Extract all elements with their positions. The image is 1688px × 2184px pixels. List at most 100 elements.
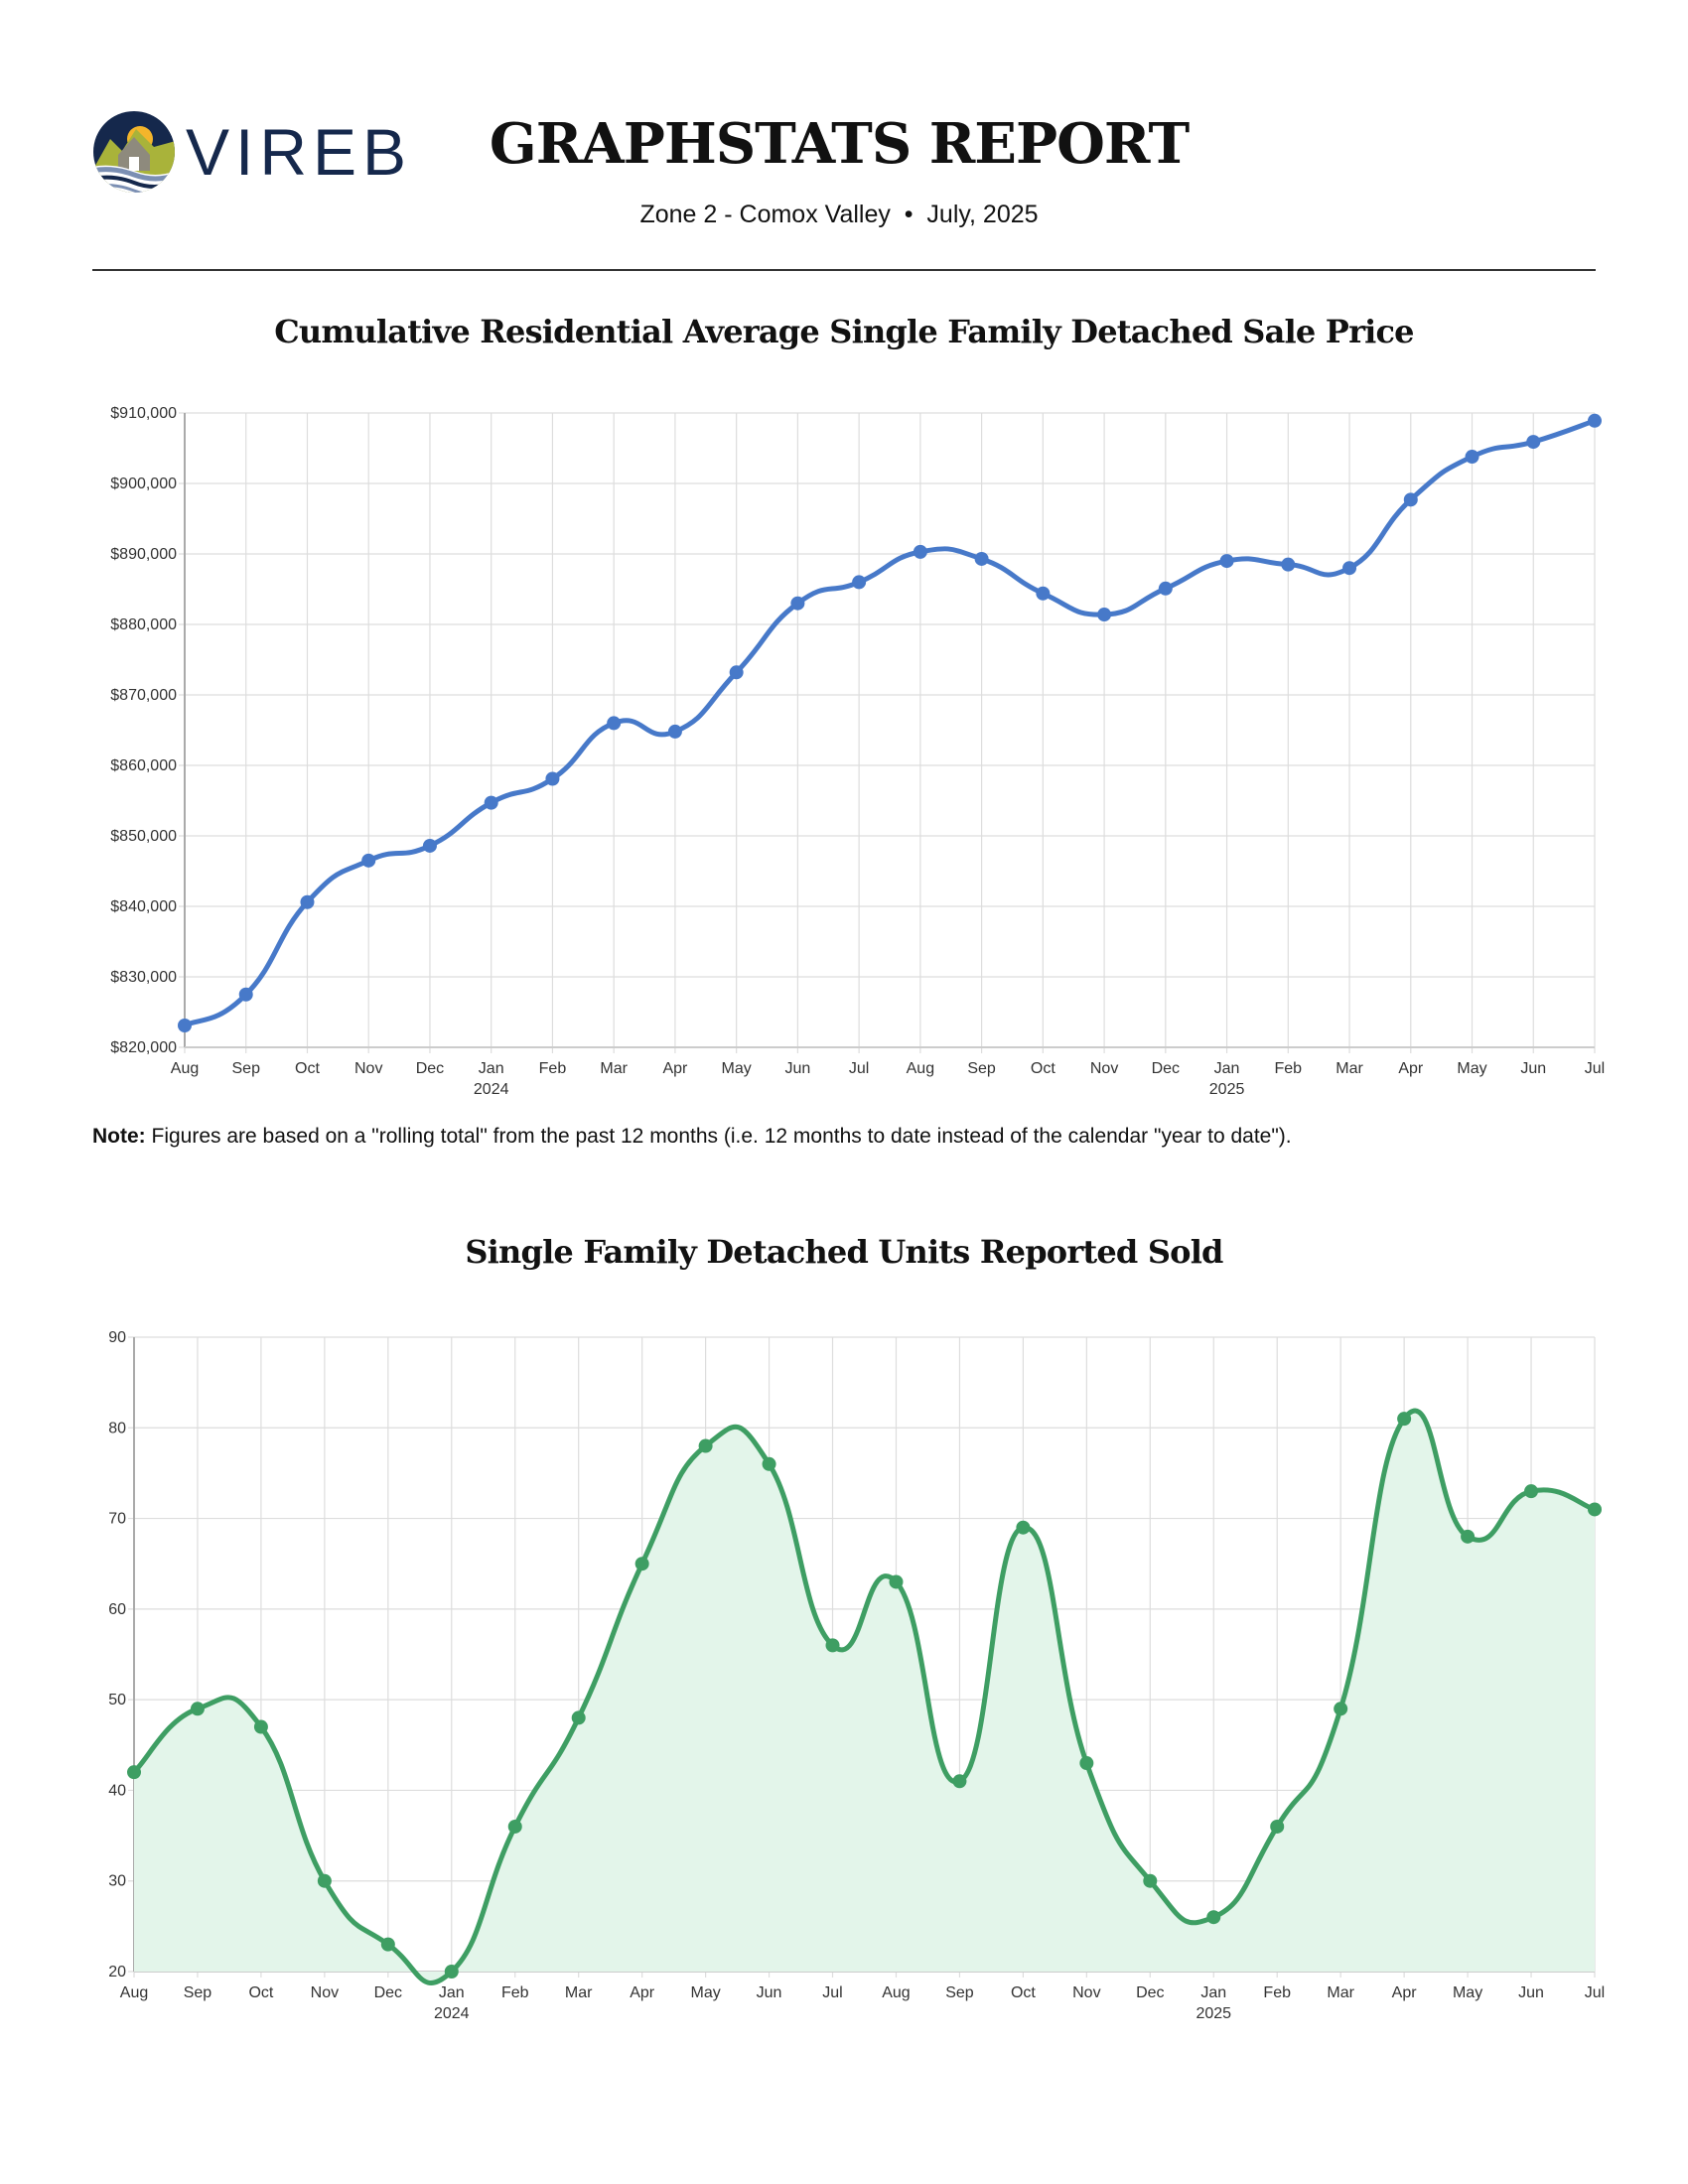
x-year-label: 2024 (434, 2005, 470, 2022)
data-point (952, 1774, 967, 1789)
header-divider (92, 269, 1596, 271)
data-point (190, 1702, 205, 1716)
x-tick-label: Apr (1398, 1060, 1424, 1077)
chart-title-units: Single Family Detached Units Reported So… (465, 1233, 1223, 1271)
data-point (667, 724, 682, 739)
data-point (1342, 561, 1357, 576)
x-tick-label: Jun (1518, 1984, 1544, 2001)
y-tick-label: $840,000 (110, 898, 177, 915)
data-point (1143, 1873, 1158, 1888)
y-tick-label: 70 (108, 1511, 126, 1528)
x-tick-label: Oct (248, 1984, 273, 2001)
x-tick-label: Jan (1214, 1060, 1240, 1077)
x-tick-label: Jun (784, 1060, 810, 1077)
data-point (889, 1574, 904, 1589)
data-point (1206, 1910, 1221, 1925)
y-tick-label: 40 (108, 1782, 126, 1799)
x-tick-label: May (722, 1060, 752, 1077)
x-tick-label: Mar (600, 1060, 628, 1077)
data-point (1270, 1819, 1285, 1834)
data-point (729, 665, 744, 680)
units-series-points (127, 1412, 1602, 1979)
x-tick-label: Jul (1585, 1060, 1605, 1077)
data-point (361, 853, 376, 868)
x-year-label: 2025 (1209, 1081, 1245, 1098)
data-point (571, 1710, 586, 1725)
y-tick-label: $910,000 (110, 405, 177, 422)
data-point (484, 795, 498, 810)
data-point (1526, 435, 1541, 450)
x-tick-label: Aug (120, 1984, 148, 2001)
price-series-points (178, 413, 1602, 1032)
x-tick-label: Sep (184, 1984, 212, 2001)
y-tick-label: $820,000 (110, 1039, 177, 1056)
price-chart-grid (179, 412, 1596, 1053)
x-tick-label: Feb (501, 1984, 529, 2001)
x-tick-label: Jun (1520, 1060, 1546, 1077)
data-point (178, 1018, 192, 1032)
data-point (607, 716, 622, 731)
data-point (545, 771, 560, 786)
report-title: GRAPHSTATS REPORT (489, 111, 1190, 177)
logo-graphic: VIREB (93, 111, 412, 193)
data-point (1036, 586, 1051, 601)
data-point (507, 1819, 522, 1834)
x-tick-label: Jun (757, 1984, 782, 2001)
data-point (913, 544, 927, 559)
x-tick-label: Jan (479, 1060, 504, 1077)
data-point (444, 1965, 459, 1979)
data-point (1219, 554, 1234, 569)
x-tick-label: Sep (967, 1060, 996, 1077)
x-tick-label: Oct (1031, 1060, 1055, 1077)
price-series-line (182, 418, 1598, 1028)
y-tick-label: 50 (108, 1692, 126, 1708)
x-tick-label: Feb (539, 1060, 567, 1077)
data-point (422, 838, 437, 853)
data-point (698, 1438, 713, 1453)
x-tick-label: Feb (1263, 1984, 1291, 2001)
data-point (1334, 1702, 1348, 1716)
units-chart: 20 30 40 50 60 70 80 90 Aug Sep Oct Nov Dec Jan Feb Ma… (108, 1329, 1605, 2022)
x-tick-label: Apr (1392, 1984, 1418, 2001)
x-tick-label: May (1457, 1060, 1486, 1077)
x-tick-label: Dec (1136, 1984, 1164, 2001)
data-point (253, 1719, 268, 1734)
data-point (238, 987, 253, 1002)
data-point (1016, 1520, 1031, 1535)
x-tick-label: Dec (1152, 1060, 1180, 1077)
y-tick-label: 30 (108, 1873, 126, 1890)
y-tick-label: 80 (108, 1420, 126, 1436)
y-tick-label: $870,000 (110, 687, 177, 704)
x-tick-label: Mar (1327, 1984, 1354, 2001)
x-tick-label: Aug (907, 1060, 934, 1077)
x-tick-label: Sep (945, 1984, 974, 2001)
note-text: Figures are based on a "rolling total" f… (145, 1125, 1292, 1148)
logo-wordmark: VIREB (186, 115, 412, 189)
units-series-area (134, 1411, 1595, 1983)
data-point (1079, 1756, 1094, 1771)
data-point (1588, 413, 1602, 428)
x-year-label: 2024 (474, 1081, 509, 1098)
data-point (1524, 1484, 1539, 1499)
x-tick-label: Apr (662, 1060, 688, 1077)
y-tick-label: $860,000 (110, 757, 177, 774)
y-tick-label: $850,000 (110, 828, 177, 845)
price-chart-y-ticks: $820,000 $830,000 $840,000 $850,000 $860,000… (110, 405, 177, 1056)
x-tick-label: Aug (882, 1984, 910, 2001)
data-point (1588, 1502, 1602, 1517)
data-point (1158, 581, 1173, 596)
x-tick-label: Nov (1090, 1060, 1118, 1077)
y-tick-label: 20 (108, 1964, 126, 1980)
x-tick-label: Mar (565, 1984, 593, 2001)
y-tick-label: $900,000 (110, 476, 177, 492)
data-point (1281, 557, 1296, 572)
y-tick-label: 90 (108, 1329, 126, 1346)
data-point (1461, 1529, 1476, 1544)
data-point (300, 894, 315, 909)
data-point (825, 1638, 840, 1653)
x-tick-label: Nov (1072, 1984, 1100, 2001)
x-tick-label: Nov (354, 1060, 382, 1077)
units-series-line (131, 1408, 1598, 1986)
data-point (790, 596, 805, 611)
data-point (317, 1873, 332, 1888)
